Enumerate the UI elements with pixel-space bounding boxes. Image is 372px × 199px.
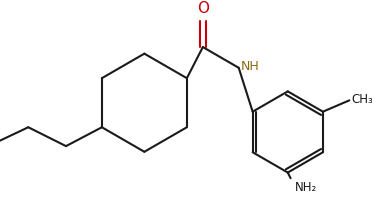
Text: NH: NH <box>241 60 259 73</box>
Text: CH₃: CH₃ <box>351 93 372 106</box>
Text: O: O <box>197 1 209 16</box>
Text: NH₂: NH₂ <box>294 181 317 194</box>
